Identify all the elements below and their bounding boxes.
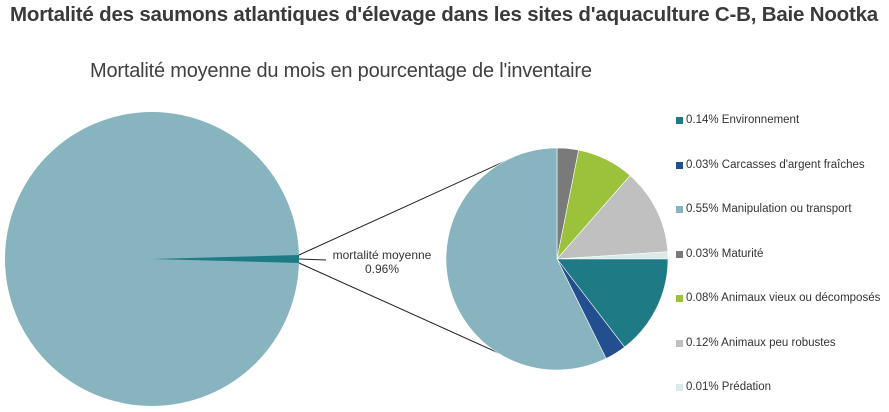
legend-item-animaux-peu-robustes: 0.12% Animaux peu robustes	[676, 337, 836, 349]
chart-subtitle: Mortalité moyenne du mois en pourcentage…	[90, 60, 592, 82]
mortality-label-value: 0.96%	[364, 262, 400, 276]
legend-swatch-icon	[676, 161, 683, 169]
legend-swatch-icon	[676, 250, 683, 258]
legend-swatch-icon	[676, 339, 683, 347]
breakdown-slice-animaux-peu-robustes	[556, 175, 669, 260]
legend-swatch-icon	[676, 205, 683, 213]
breakdown-pie	[445, 147, 669, 371]
legend-label: 0.55% Manipulation ou transport	[686, 203, 852, 215]
legend-swatch-icon	[676, 383, 683, 391]
legend-label: 0.14% Environnement	[686, 114, 800, 126]
connector-line-bottom	[298, 262, 513, 360]
legend-label: 0.03% Carcasses d'argent fraîches	[686, 159, 865, 171]
legend-label: 0.01% Prédation	[686, 381, 772, 393]
breakdown-slice-environnement	[556, 258, 669, 348]
legend-item-environnement: 0.14% Environnement	[676, 114, 799, 126]
legend-label: 0.08% Animaux vieux ou décomposés	[686, 292, 881, 304]
mortality-label: mortalité moyenne 0.96%	[322, 248, 442, 276]
breakdown-slice-manipulation-ou-transport	[445, 147, 607, 371]
mortality-label-text: mortalité moyenne	[332, 248, 432, 262]
legend-item-maturite: 0.03% Maturité	[676, 248, 763, 260]
legend-swatch-icon	[676, 116, 683, 124]
legend-label: 0.12% Animaux peu robustes	[686, 337, 836, 349]
chart-title: Mortalité des saumons atlantiques d'élev…	[10, 3, 879, 26]
main-pie-mortality-slice	[152, 255, 299, 263]
legend-item-predation: 0.01% Prédation	[676, 381, 771, 393]
connector-line-top	[298, 157, 513, 256]
legend-item-carcasses: 0.03% Carcasses d'argent fraîches	[676, 159, 865, 171]
label-leader-line	[298, 258, 327, 261]
legend-item-animaux-vieux: 0.08% Animaux vieux ou décomposés	[676, 292, 880, 304]
legend-label: 0.03% Maturité	[686, 248, 764, 260]
legend-swatch-icon	[676, 294, 683, 302]
legend-item-manipulation: 0.55% Manipulation ou transport	[676, 203, 852, 215]
